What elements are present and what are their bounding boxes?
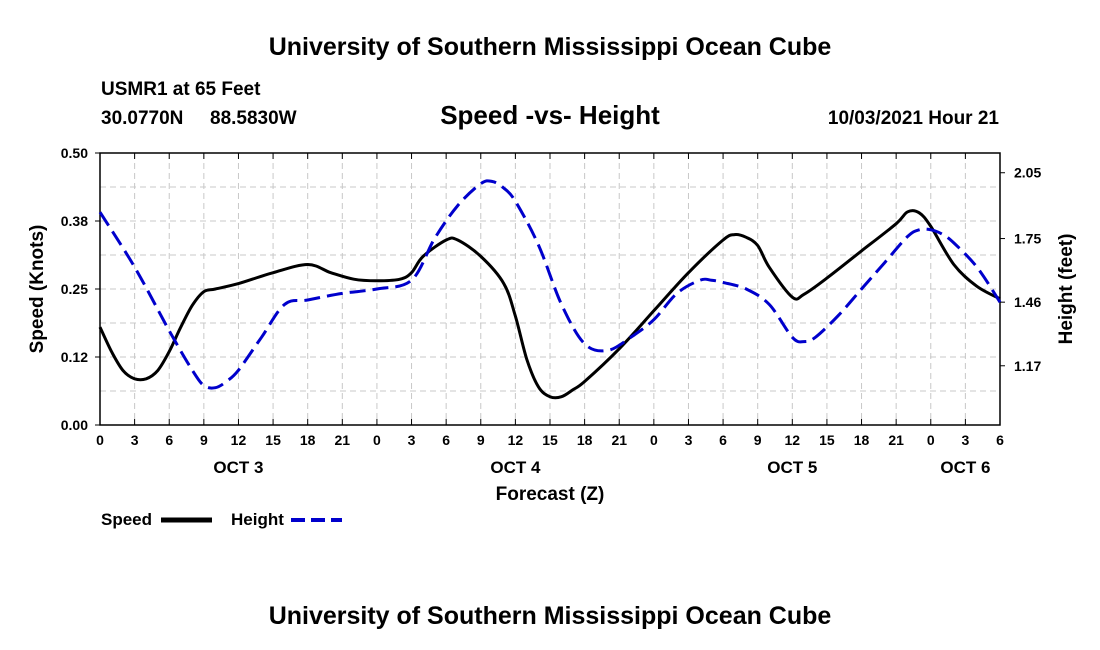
- x-day-label: OCT 5: [767, 458, 817, 477]
- x-tick-label: 0: [927, 432, 935, 448]
- x-tick-label: 12: [231, 432, 247, 448]
- x-tick-label: 15: [542, 432, 558, 448]
- x-day-label: OCT 6: [940, 458, 990, 477]
- y-left-tick-label: 0.50: [61, 145, 88, 161]
- y-left-tick-label: 0.12: [61, 349, 88, 365]
- x-tick-label: 0: [96, 432, 104, 448]
- page-title: University of Southern Mississippi Ocean…: [269, 33, 832, 61]
- legend-height-label: Height: [231, 510, 284, 529]
- x-tick-label: 9: [200, 432, 208, 448]
- y-left-tick-label: 0.25: [61, 281, 88, 297]
- date-label: 10/03/2021 Hour 21: [828, 108, 1000, 129]
- y-right-tick-label: 1.46: [1014, 294, 1041, 310]
- y-axis-label-right: Height (feet): [1056, 234, 1077, 345]
- x-tick-label: 21: [335, 432, 351, 448]
- y-right-tick-label: 2.05: [1014, 165, 1041, 181]
- x-day-label: OCT 3: [213, 458, 263, 477]
- y-right-tick-label: 1.75: [1014, 231, 1041, 247]
- grid: [100, 153, 1000, 425]
- x-tick-label: 21: [611, 432, 627, 448]
- x-tick-label: 3: [685, 432, 693, 448]
- x-tick-label: 21: [888, 432, 904, 448]
- x-tick-label: 6: [165, 432, 173, 448]
- footer-title: University of Southern Mississippi Ocean…: [269, 602, 832, 630]
- x-tick-label: 6: [442, 432, 450, 448]
- latitude-label: 30.0770N: [101, 108, 183, 129]
- x-axis-label: Forecast (Z): [496, 484, 605, 505]
- axis-ticks: 0 3 6 9 12 15 18 21 0 3 6 9 12 15 18 21 0 3 6 9 12 15 18 21 0 3 6O…: [61, 145, 1042, 477]
- y-right-tick-label: 1.17: [1014, 358, 1041, 374]
- x-tick-label: 15: [265, 432, 281, 448]
- longitude-label: 88.5830W: [210, 108, 297, 129]
- x-tick-label: 15: [819, 432, 835, 448]
- x-tick-label: 3: [131, 432, 139, 448]
- x-tick-label: 3: [408, 432, 416, 448]
- station-label: USMR1 at 65 Feet: [101, 79, 261, 100]
- y-left-tick-label: 0.00: [61, 417, 88, 433]
- x-tick-label: 6: [996, 432, 1004, 448]
- height-series-line: [98, 179, 1002, 390]
- x-day-label: OCT 4: [490, 458, 541, 477]
- speed-series-line: [98, 209, 1001, 400]
- x-tick-label: 9: [477, 432, 485, 448]
- chart-title: Speed -vs- Height: [440, 100, 660, 130]
- x-tick-label: 6: [719, 432, 727, 448]
- series-lines: [98, 179, 1002, 400]
- x-tick-label: 3: [961, 432, 969, 448]
- x-tick-label: 0: [650, 432, 658, 448]
- x-tick-label: 12: [785, 432, 801, 448]
- x-tick-label: 0: [373, 432, 381, 448]
- x-tick-label: 18: [300, 432, 316, 448]
- y-axis-label-left: Speed (Knots): [27, 225, 48, 354]
- x-tick-label: 12: [508, 432, 524, 448]
- y-left-tick-label: 0.38: [61, 213, 88, 229]
- x-tick-label: 18: [577, 432, 593, 448]
- x-tick-label: 9: [754, 432, 762, 448]
- legend-speed-label: Speed: [101, 510, 152, 529]
- x-tick-label: 18: [854, 432, 870, 448]
